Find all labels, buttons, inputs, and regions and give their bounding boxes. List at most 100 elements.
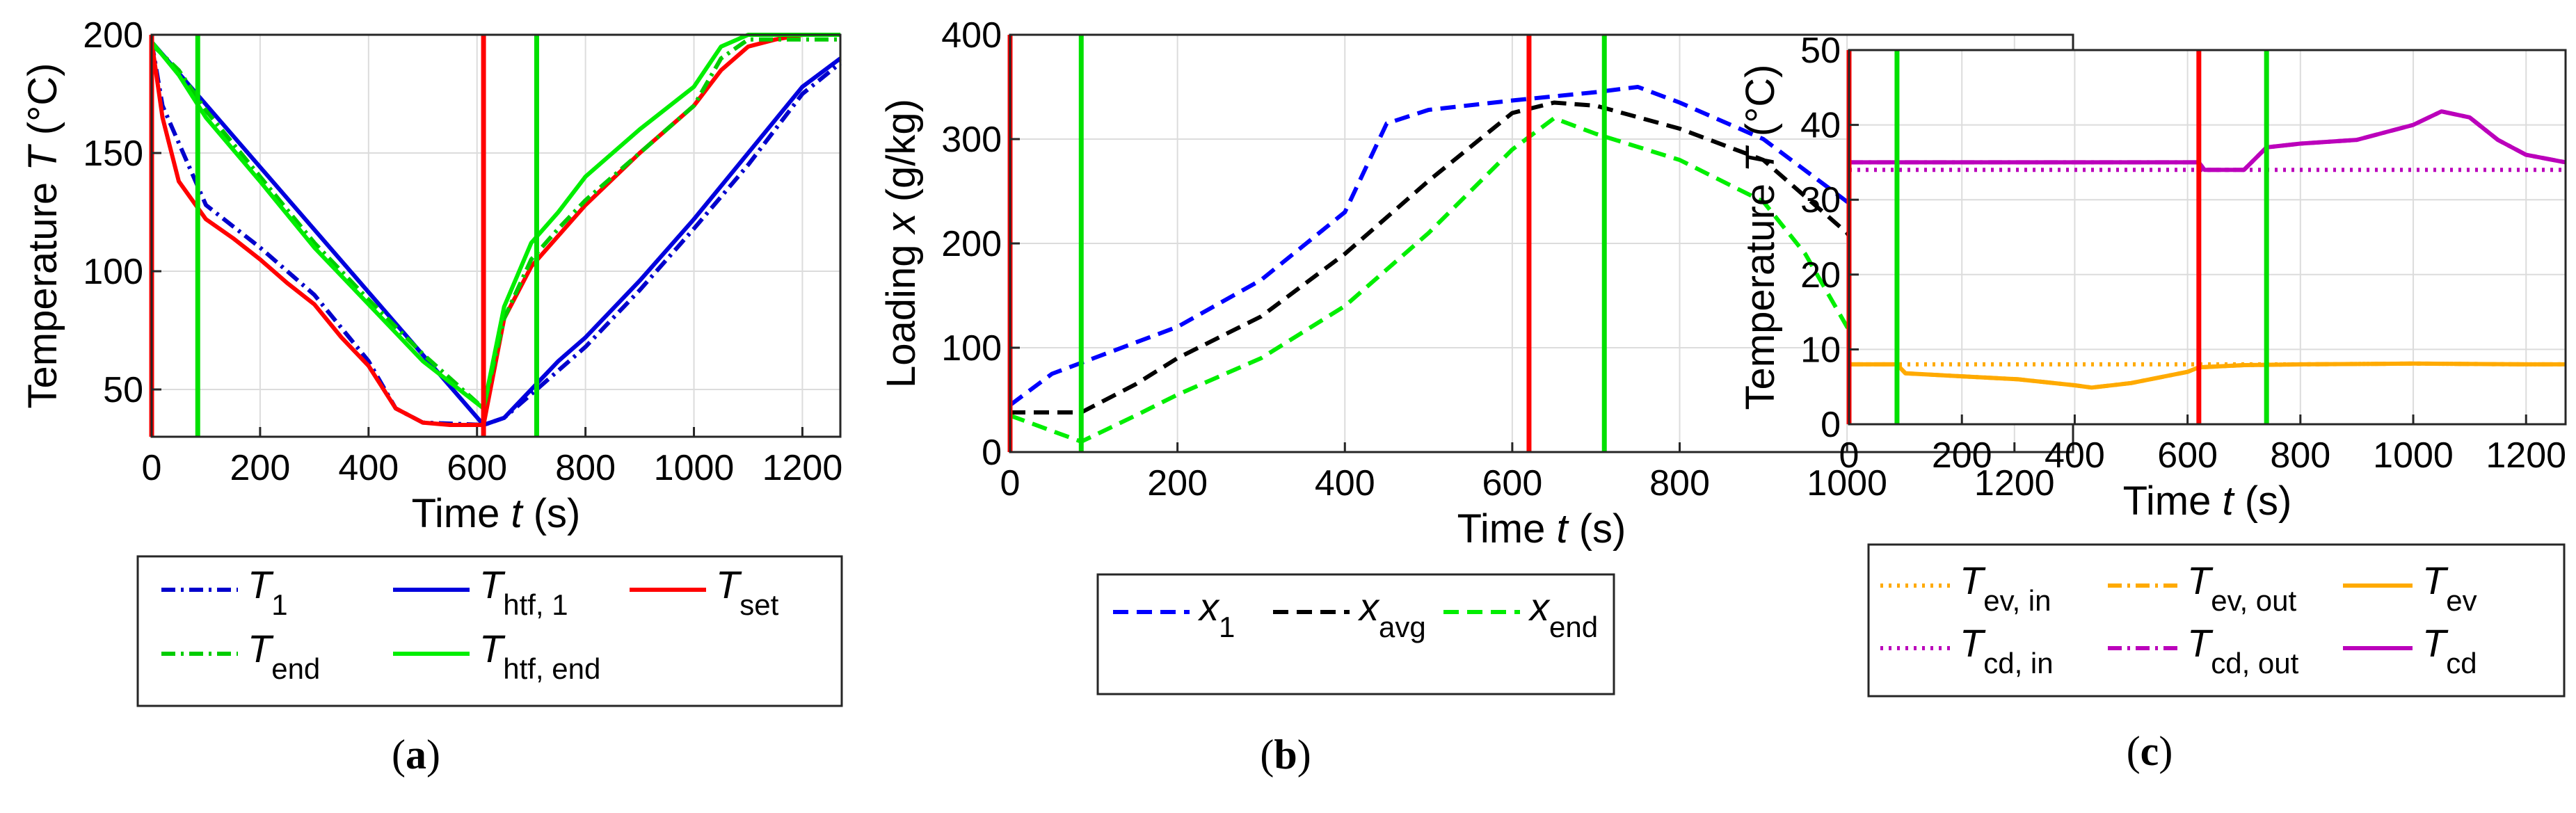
y-axis-unit: (°C) [20, 63, 65, 147]
legend-subscript: htf, 1 [503, 588, 568, 621]
panel-c: 0 200 400 600 800 1000 1200 0 10 20 30 40 50 Time t (… [1738, 31, 2567, 774]
x-axis-variable: t [2222, 478, 2235, 524]
legend-symbol: T [2422, 558, 2449, 602]
x-axis-label: Time [1457, 506, 1557, 552]
legend-entry: Thtf, end [479, 627, 600, 685]
svg-text:Loading x (g/kg): Loading x (g/kg) [879, 99, 924, 388]
x-axis-label: Time [412, 491, 511, 536]
x-tick-label: 200 [230, 448, 291, 488]
panel-label: (c) [2127, 728, 2173, 774]
legend-symbol: x [1197, 585, 1220, 629]
x-tick-label: 800 [1649, 463, 1710, 504]
legend-entry: T1 [248, 563, 288, 621]
panel-label-open: ( [1260, 732, 1274, 778]
y-tick-label: 10 [1800, 330, 1841, 370]
y-axis-variable: x [879, 211, 924, 235]
x-tick-label: 1000 [654, 448, 735, 488]
legend-symbol: T [479, 627, 506, 670]
y-tick-label: 150 [83, 134, 143, 174]
legend-symbol: T [479, 563, 506, 606]
legend-subscript: end [1549, 611, 1598, 643]
legend-symbol: x [1528, 585, 1551, 629]
y-tick-label: 400 [941, 15, 1002, 56]
legend-symbol: T [1960, 558, 1986, 602]
series-line-T_end [150, 37, 840, 411]
legend-entry: xend [1528, 585, 1598, 643]
legend-subscript: avg [1379, 611, 1426, 643]
svg-text:Time t (s): Time t (s) [1457, 506, 1626, 552]
y-axis-label: Temperature [20, 171, 65, 409]
series-line-T_ev [1849, 361, 2566, 390]
x-tick-label: 800 [2270, 435, 2330, 476]
legend-entry: Thtf, 1 [479, 563, 568, 621]
y-tick-label: 30 [1800, 180, 1841, 220]
series-line-T_1 [150, 41, 842, 427]
legend-entry: x1 [1197, 585, 1235, 643]
y-tick-label: 40 [1800, 106, 1841, 146]
y-axis-label: Temperature [1738, 172, 1783, 410]
legend-subscript: end [271, 652, 320, 685]
panel-label-letter: b [1274, 732, 1297, 778]
axes-box [150, 33, 842, 438]
panel-label-open: ( [2127, 728, 2141, 774]
legend-symbol: x [1357, 585, 1380, 629]
legend-symbol: T [716, 563, 742, 606]
legend-box [136, 555, 843, 707]
y-tick-label: 200 [941, 224, 1002, 264]
x-tick-label: 1200 [1974, 463, 2055, 504]
x-axis-variable: t [1556, 506, 1569, 552]
y-tick-label: 0 [982, 433, 1002, 473]
x-tick-label: 1000 [1807, 463, 1887, 504]
svg-text:Time t (s): Time t (s) [2123, 478, 2292, 524]
plot-area [152, 35, 840, 437]
legend-symbol: T [248, 627, 274, 670]
legend-subscript: 1 [271, 588, 287, 621]
series-line-T_cd [1849, 109, 2566, 172]
legend-entry: Tset [716, 563, 779, 621]
x-axis-unit: (s) [2234, 478, 2292, 524]
legend-box [1096, 573, 1615, 695]
legend-subscript: cd [2446, 647, 2477, 679]
panel-label-letter: c [2141, 728, 2159, 774]
x-tick-label: 200 [1147, 463, 1208, 504]
legend-entry: Tev [2422, 558, 2477, 617]
y-axis-unit: (°C) [1738, 65, 1783, 148]
panel-label-open: ( [392, 732, 406, 778]
legend-symbol: T [248, 563, 274, 606]
panel-a: 0 200 400 600 800 1000 1200 50 100 150 200 Time t (… [20, 15, 843, 778]
panel-label-letter: a [406, 732, 426, 778]
y-axis-unit: (g/kg) [879, 99, 924, 213]
svg-text:Temperature T (°C): Temperature T (°C) [1738, 65, 1783, 410]
x-axis-variable: t [511, 491, 524, 536]
y-tick-label: 100 [83, 252, 143, 292]
legend-entry: Tev, out [2187, 558, 2297, 617]
legend-subscript: ev, out [2211, 584, 2296, 617]
legend-entry: xavg [1357, 585, 1426, 643]
axes-box [1848, 49, 2567, 426]
svg-text:Temperature T (°C): Temperature T (°C) [20, 63, 65, 409]
y-axis-variable: T [1738, 145, 1783, 172]
legend-symbol: T [2187, 558, 2214, 602]
x-tick-label: 600 [1482, 463, 1543, 504]
x-tick-label: 400 [338, 448, 399, 488]
panel-label: (b) [1260, 732, 1311, 778]
legend-subscript: 1 [1219, 611, 1235, 643]
legend-entry: Tend [248, 627, 320, 685]
y-tick-label: 200 [83, 15, 143, 56]
y-tick-label: 50 [1800, 31, 1841, 71]
legend-subscript: htf, end [503, 652, 600, 685]
x-axis-label: Time [2123, 478, 2223, 524]
legend-entry: Tcd, out [2187, 621, 2299, 679]
legend-box [1867, 543, 2566, 698]
legend-subscript: ev, in [1983, 584, 2051, 617]
x-tick-label: 0 [1839, 435, 1859, 476]
y-tick-label: 0 [1821, 405, 1841, 445]
legend-symbol: T [2422, 621, 2449, 665]
legend-subscript: set [739, 588, 778, 621]
legend-subscript: ev [2446, 584, 2477, 617]
panel-label-close: ) [2159, 728, 2173, 774]
x-tick-label: 0 [1000, 463, 1021, 504]
legend-symbol: T [1960, 621, 1986, 665]
